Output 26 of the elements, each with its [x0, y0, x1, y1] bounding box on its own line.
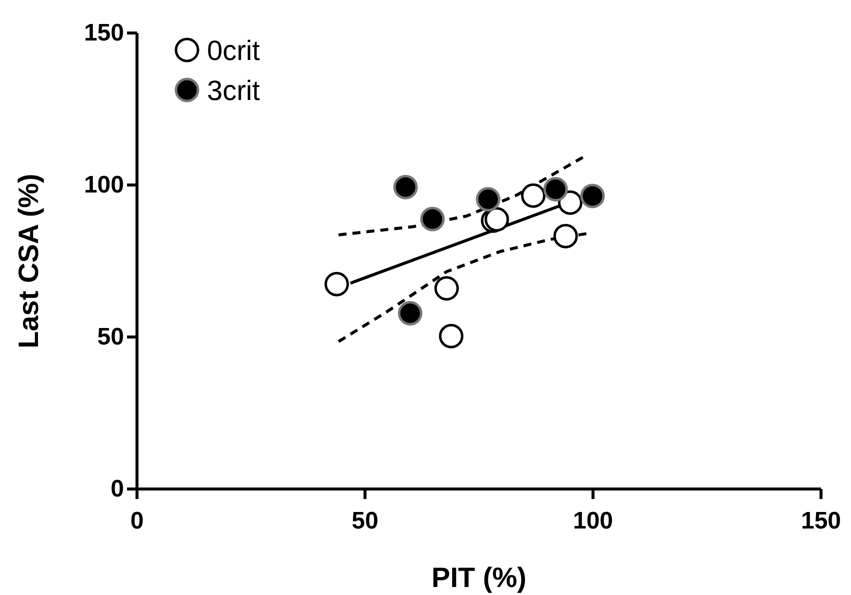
x-tick-label: 0	[130, 507, 144, 534]
point	[434, 276, 459, 301]
y-tick-label: 100	[84, 172, 124, 199]
y-tick-label: 0	[110, 476, 124, 503]
y-tick-label: 50	[97, 324, 124, 351]
point	[398, 301, 422, 326]
point	[543, 177, 568, 202]
legend-label: 3crit	[207, 74, 260, 106]
point	[476, 187, 500, 212]
x-tick-label: 100	[572, 507, 614, 534]
x-axis-title: PIT (%)	[432, 562, 526, 593]
point	[393, 174, 418, 200]
point	[580, 184, 605, 208]
x-tick-label: 150	[800, 507, 842, 534]
point	[438, 324, 464, 348]
legend-label: 0crit	[207, 34, 260, 66]
line-series	[337, 155, 586, 236]
point	[484, 207, 510, 232]
y-axis-title: Last CSA (%)	[13, 174, 44, 348]
point	[420, 206, 445, 232]
point	[553, 224, 578, 248]
point	[324, 272, 349, 296]
point	[521, 183, 546, 208]
y-tick-label: 150	[84, 20, 124, 47]
x-tick-label: 50	[352, 507, 378, 534]
point	[558, 190, 582, 215]
